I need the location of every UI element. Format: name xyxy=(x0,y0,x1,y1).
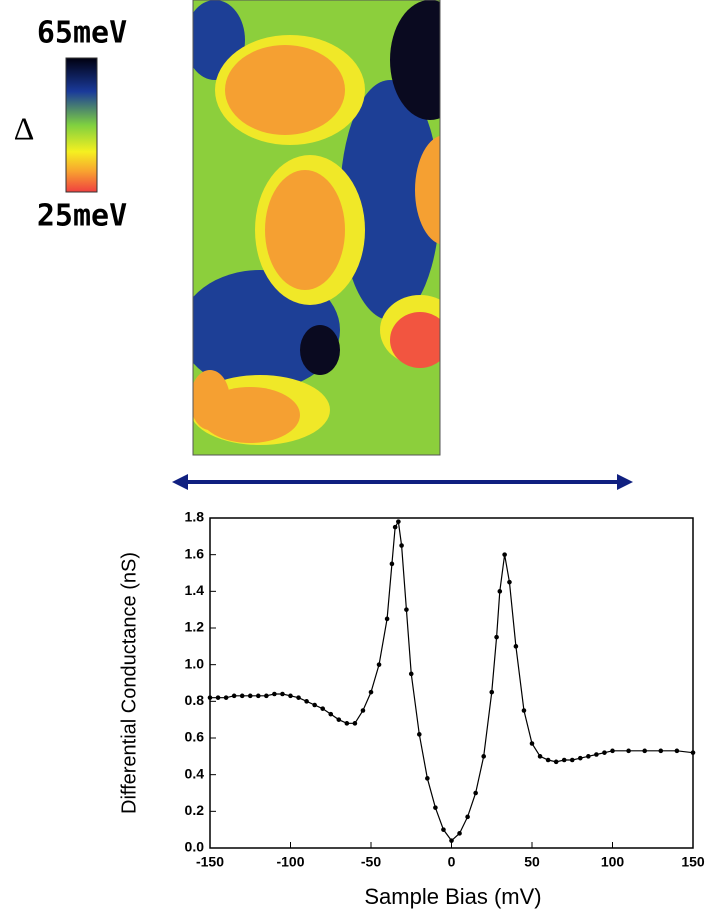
data-point xyxy=(376,662,382,667)
data-point xyxy=(626,748,631,754)
data-point xyxy=(384,616,390,622)
data-point xyxy=(602,750,607,755)
data-point xyxy=(441,827,446,832)
data-point xyxy=(494,634,499,640)
data-point xyxy=(594,752,599,757)
map-frame xyxy=(192,0,441,456)
data-point xyxy=(320,706,326,711)
data-point xyxy=(529,741,535,746)
arrow-head xyxy=(617,474,633,490)
y-tick-label: 1.0 xyxy=(185,655,205,671)
data-point xyxy=(404,607,409,612)
data-point xyxy=(360,708,366,713)
data-point xyxy=(392,524,398,530)
data-point xyxy=(417,732,422,737)
y-tick-label: 0.8 xyxy=(185,692,205,708)
data-point xyxy=(674,748,680,754)
x-tick-label: 50 xyxy=(524,854,540,870)
data-point xyxy=(553,759,559,765)
data-point xyxy=(239,693,245,699)
data-point xyxy=(336,717,342,722)
data-point xyxy=(296,695,301,700)
data-point xyxy=(489,689,495,695)
data-point xyxy=(231,693,237,699)
colorbar-symbol: Δ xyxy=(14,110,35,146)
y-tick-label: 0.4 xyxy=(185,765,205,781)
y-tick-label: 1.6 xyxy=(185,545,205,561)
x-tick-label: -50 xyxy=(361,854,381,870)
data-point xyxy=(352,721,358,726)
data-point xyxy=(368,689,374,695)
y-tick-label: 1.2 xyxy=(185,619,205,635)
data-point xyxy=(610,748,615,754)
data-point xyxy=(545,757,551,763)
data-point xyxy=(433,805,438,810)
data-point xyxy=(264,693,269,699)
x-tick-label: 0 xyxy=(448,854,456,870)
colorbar-max: 65meV xyxy=(37,16,127,51)
data-point xyxy=(537,754,543,759)
data-point xyxy=(304,699,309,704)
data-point xyxy=(642,748,647,754)
data-point xyxy=(312,702,317,708)
data-point xyxy=(561,757,567,763)
data-point xyxy=(457,831,462,836)
data-point xyxy=(389,561,395,567)
x-tick-label: 150 xyxy=(681,854,705,870)
data-point xyxy=(280,691,285,697)
x-tick-label: 100 xyxy=(601,854,625,870)
data-point xyxy=(502,552,507,557)
data-point xyxy=(473,790,478,796)
colorbar xyxy=(65,57,98,193)
data-point xyxy=(481,754,487,759)
data-point xyxy=(396,519,401,524)
data-point xyxy=(272,691,277,697)
data-point xyxy=(569,757,575,763)
y-tick-label: 0.6 xyxy=(185,729,205,745)
x-tick-label: -100 xyxy=(276,854,304,870)
y-tick-label: 1.8 xyxy=(185,509,205,525)
data-point xyxy=(215,695,221,700)
data-point xyxy=(513,644,519,649)
data-point xyxy=(255,693,261,699)
data-point xyxy=(223,695,229,700)
gap-map xyxy=(193,0,440,455)
x-tick-label: -150 xyxy=(196,854,224,870)
data-point xyxy=(449,838,454,843)
data-point xyxy=(288,693,293,699)
colorbar-min: 25meV xyxy=(37,199,127,234)
x-axis-label: Sample Bias (mV) xyxy=(364,884,541,909)
data-point xyxy=(578,755,583,761)
data-point xyxy=(690,750,696,755)
plot-frame xyxy=(209,517,694,849)
data-point xyxy=(328,711,334,717)
data-point xyxy=(408,671,414,677)
data-point xyxy=(425,776,430,781)
data-point xyxy=(399,543,404,548)
arrow-head xyxy=(172,474,188,490)
y-axis-label: Differential Conductance (nS) xyxy=(118,552,140,814)
data-point xyxy=(207,695,213,700)
data-point xyxy=(497,589,503,594)
data-point xyxy=(247,693,253,699)
y-tick-label: 0.2 xyxy=(185,802,205,818)
data-point xyxy=(465,814,470,820)
y-tick-label: 1.4 xyxy=(185,582,205,598)
data-point xyxy=(586,754,591,759)
data-point xyxy=(658,748,664,754)
data-point xyxy=(344,721,350,726)
data-point xyxy=(507,579,512,585)
y-tick-label: 0.0 xyxy=(185,839,205,855)
data-point xyxy=(521,708,527,713)
